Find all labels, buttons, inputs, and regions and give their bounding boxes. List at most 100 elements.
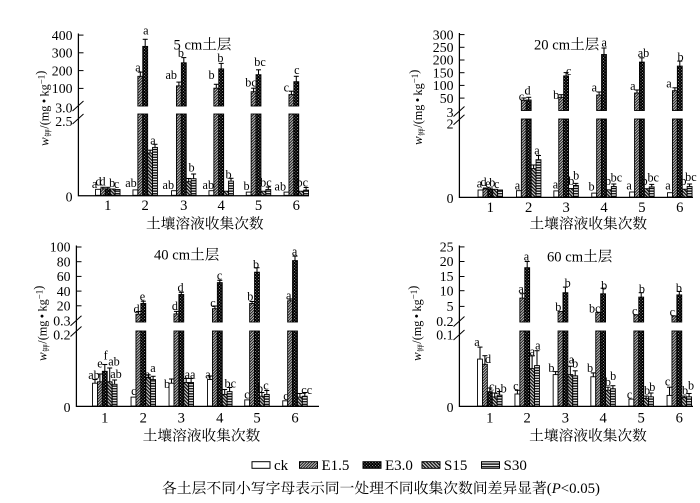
svg-text:b: b bbox=[682, 384, 688, 398]
svg-text:b: b bbox=[489, 175, 495, 189]
svg-text:b: b bbox=[548, 361, 554, 375]
svg-text:15: 15 bbox=[440, 269, 454, 284]
svg-text:a: a bbox=[626, 179, 632, 193]
svg-text:a: a bbox=[477, 177, 483, 191]
svg-text:b: b bbox=[588, 180, 594, 194]
svg-text:b: b bbox=[565, 276, 571, 290]
svg-text:c: c bbox=[513, 379, 519, 393]
svg-text:200: 200 bbox=[433, 53, 454, 68]
svg-text:d: d bbox=[172, 299, 178, 313]
svg-text:a: a bbox=[515, 179, 521, 193]
svg-text:bc: bc bbox=[685, 170, 697, 184]
svg-text:3: 3 bbox=[180, 198, 187, 214]
svg-text:0.2: 0.2 bbox=[436, 314, 453, 329]
svg-text:d: d bbox=[524, 84, 530, 98]
svg-text:ab: ab bbox=[203, 178, 215, 192]
svg-text:b: b bbox=[644, 384, 650, 398]
svg-text:c: c bbox=[263, 379, 269, 393]
svg-text:b: b bbox=[639, 282, 645, 296]
svg-text:5: 5 bbox=[447, 299, 454, 314]
svg-text:E3.0: E3.0 bbox=[385, 458, 413, 474]
svg-text:ab: ab bbox=[165, 68, 177, 82]
svg-text:w: w bbox=[410, 136, 425, 145]
svg-text:b: b bbox=[553, 88, 559, 102]
svg-text:E1.5: E1.5 bbox=[322, 458, 350, 474]
svg-text:a: a bbox=[665, 179, 671, 193]
svg-text:b: b bbox=[164, 377, 170, 391]
svg-text:f: f bbox=[104, 348, 109, 362]
svg-text:b: b bbox=[605, 375, 611, 389]
svg-text:6: 6 bbox=[293, 198, 300, 214]
svg-text:aa: aa bbox=[185, 368, 196, 382]
svg-text:b: b bbox=[555, 300, 561, 314]
svg-text:5: 5 bbox=[638, 410, 645, 426]
svg-text:b: b bbox=[247, 289, 253, 303]
svg-text:3: 3 bbox=[562, 200, 569, 216]
svg-text:w: w bbox=[34, 352, 49, 361]
svg-text:d: d bbox=[95, 174, 101, 188]
svg-text:150: 150 bbox=[433, 65, 454, 80]
svg-text:5 cm: 5 cm bbox=[174, 37, 203, 53]
svg-text:6: 6 bbox=[676, 410, 683, 426]
svg-text:b: b bbox=[253, 257, 259, 271]
svg-text:a: a bbox=[145, 368, 151, 382]
svg-text:b: b bbox=[494, 383, 500, 397]
svg-text:/(mg • kg−1): /(mg • kg−1) bbox=[31, 286, 49, 344]
svg-text:w: w bbox=[36, 137, 51, 146]
svg-text:c: c bbox=[494, 177, 500, 191]
svg-text:400: 400 bbox=[52, 28, 73, 43]
svg-text:0: 0 bbox=[447, 191, 454, 206]
svg-text:/(mg • kg−1): /(mg • kg−1) bbox=[33, 71, 51, 129]
svg-text:50: 50 bbox=[440, 91, 454, 106]
svg-text:S30: S30 bbox=[504, 458, 527, 474]
svg-text:b: b bbox=[109, 176, 115, 190]
svg-text:ab: ab bbox=[110, 367, 122, 381]
svg-text:a: a bbox=[535, 339, 541, 353]
svg-text:b: b bbox=[605, 174, 611, 188]
svg-text:bc: bc bbox=[245, 75, 257, 89]
svg-text:3: 3 bbox=[447, 105, 454, 120]
svg-text:c: c bbox=[632, 304, 638, 318]
svg-text:b: b bbox=[677, 50, 683, 64]
svg-text:/(mg • kg−1): /(mg • kg−1) bbox=[406, 286, 424, 344]
svg-text:bc: bc bbox=[589, 301, 601, 315]
svg-text:a: a bbox=[553, 177, 559, 191]
svg-text:b: b bbox=[587, 361, 593, 375]
svg-text:80: 80 bbox=[57, 254, 71, 269]
svg-text:d: d bbox=[177, 281, 183, 295]
svg-text:a: a bbox=[592, 81, 598, 95]
svg-text:1: 1 bbox=[101, 410, 108, 426]
svg-text:a: a bbox=[569, 353, 575, 367]
svg-text:a: a bbox=[666, 76, 672, 90]
svg-text:ck: ck bbox=[274, 458, 289, 474]
svg-text:b: b bbox=[610, 369, 616, 383]
svg-text:c: c bbox=[665, 375, 671, 389]
svg-text:a: a bbox=[150, 361, 156, 375]
svg-text:b: b bbox=[573, 168, 579, 182]
svg-text:c: c bbox=[244, 388, 250, 402]
svg-text:1: 1 bbox=[487, 200, 494, 216]
svg-text:100: 100 bbox=[50, 240, 71, 255]
svg-text:c: c bbox=[294, 63, 300, 77]
svg-text:a: a bbox=[135, 61, 141, 75]
svg-text:bc: bc bbox=[254, 55, 266, 69]
svg-text:20: 20 bbox=[57, 299, 71, 314]
svg-text:c: c bbox=[489, 380, 495, 394]
svg-text:200: 200 bbox=[52, 63, 73, 78]
svg-text:0: 0 bbox=[64, 400, 71, 415]
svg-text:(P<0.05): (P<0.05) bbox=[547, 481, 600, 497]
svg-text:40 cm: 40 cm bbox=[154, 248, 191, 264]
svg-text:100: 100 bbox=[52, 81, 73, 96]
svg-text:d: d bbox=[485, 352, 491, 366]
svg-text:e: e bbox=[97, 356, 102, 370]
svg-text:3: 3 bbox=[562, 410, 569, 426]
svg-text:c: c bbox=[627, 388, 633, 402]
svg-text:w: w bbox=[409, 352, 424, 361]
svg-text:ab: ab bbox=[125, 176, 137, 190]
svg-text:a: a bbox=[286, 289, 292, 303]
svg-text:bc: bc bbox=[225, 377, 237, 391]
svg-text:b: b bbox=[572, 357, 578, 371]
svg-text:S15: S15 bbox=[444, 458, 467, 474]
svg-text:100: 100 bbox=[433, 78, 454, 93]
svg-text:a: a bbox=[474, 335, 480, 349]
